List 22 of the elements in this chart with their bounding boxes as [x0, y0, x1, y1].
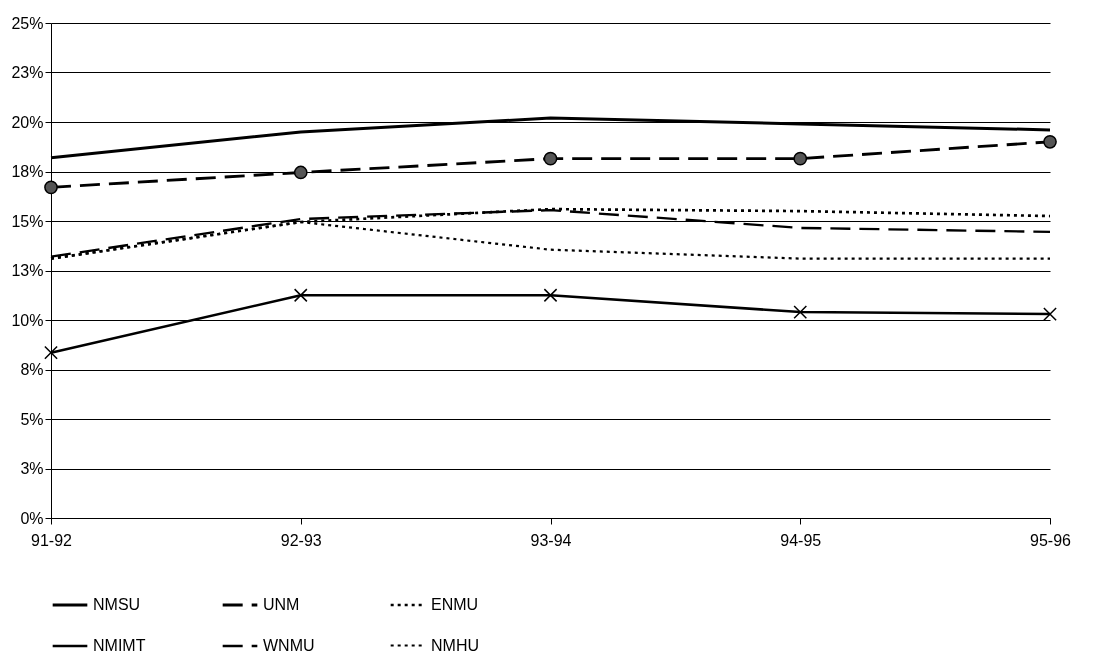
legend-label: NMHU	[431, 636, 479, 654]
y-tick-label: 8%	[20, 361, 44, 378]
y-tick-label: 10%	[11, 311, 44, 329]
y-tick-label: 18%	[11, 163, 44, 180]
y-tick-label: 25%	[11, 14, 44, 32]
y-tick-label: 15%	[11, 212, 44, 230]
y-tick-label: 3%	[20, 460, 44, 477]
y-tick-label: 13%	[11, 262, 44, 279]
y-tick-label: 20%	[11, 113, 44, 131]
y-tick-label: 0%	[20, 509, 44, 527]
legend-label: UNM	[263, 596, 300, 613]
legend-label: NMIMT	[93, 637, 146, 654]
y-tick-label: 23%	[11, 64, 44, 81]
legend-label: ENMU	[431, 596, 479, 613]
legend-label: NMSU	[93, 596, 141, 613]
x-tick-label: 93-94	[530, 531, 572, 549]
x-tick-label: 92-93	[280, 531, 322, 549]
x-tick-label: 94-95	[780, 531, 822, 549]
legend-label: WNMU	[263, 637, 315, 654]
y-tick-label: 5%	[20, 410, 44, 428]
x-tick-label: 91-92	[31, 531, 73, 549]
x-tick-label: 95-96	[1030, 531, 1072, 549]
